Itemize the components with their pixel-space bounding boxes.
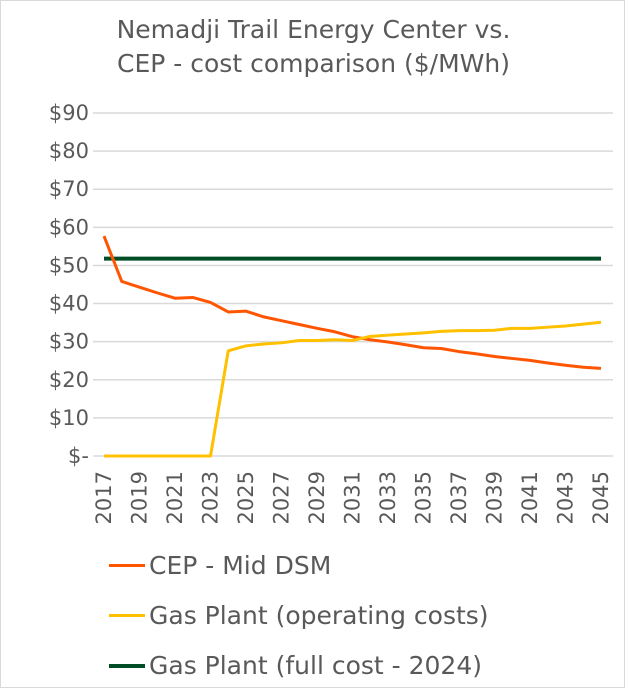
title-line-2: CEP - cost comparison ($/MWh) (117, 49, 510, 78)
y-tick-label: $10 (49, 406, 89, 430)
x-tick-label: 2033 (376, 471, 400, 524)
y-tick-label: $80 (49, 139, 89, 163)
legend-item: CEP - Mid DSM (109, 551, 331, 580)
legend-swatch (109, 614, 145, 617)
legend-swatch (109, 663, 145, 668)
y-tick-label: $20 (49, 368, 89, 392)
x-tick-label: 2039 (483, 471, 507, 524)
legend-item: Gas Plant (full cost - 2024) (109, 651, 482, 680)
y-tick-label: $30 (49, 330, 89, 354)
legend-label: Gas Plant (operating costs) (149, 601, 489, 630)
y-tick-label: $- (68, 444, 89, 468)
x-tick-label: 2029 (305, 471, 329, 524)
legend-label: Gas Plant (full cost - 2024) (149, 651, 482, 680)
x-tick-label: 2023 (199, 471, 223, 524)
series-line-1 (104, 320, 602, 458)
x-tick-label: 2025 (234, 471, 258, 524)
y-tick-label: $50 (49, 253, 89, 277)
legend-item: Gas Plant (operating costs) (109, 601, 489, 630)
x-tick-label: 2037 (447, 471, 471, 524)
x-tick-label: 2027 (270, 471, 294, 524)
x-tick-label: 2045 (589, 471, 613, 524)
x-tick-label: 2041 (518, 471, 542, 524)
x-tick-label: 2017 (92, 471, 116, 524)
chart-title: Nemadji Trail Energy Center vs. CEP - co… (1, 13, 625, 81)
x-tick-label: 2035 (412, 471, 436, 524)
x-tick-label: 2031 (341, 471, 365, 524)
x-tick-label: 2019 (128, 471, 152, 524)
title-line-1: Nemadji Trail Energy Center vs. (116, 15, 511, 44)
y-tick-label: $70 (49, 177, 89, 201)
y-tick-label: $90 (49, 101, 89, 125)
legend-label: CEP - Mid DSM (149, 551, 332, 580)
y-tick-label: $60 (49, 215, 89, 239)
y-tick-label: $40 (49, 292, 89, 316)
x-tick-label: 2043 (554, 471, 578, 524)
legend-swatch (109, 564, 145, 567)
x-tick-label: 2021 (163, 471, 187, 524)
series-line-0 (102, 235, 602, 370)
